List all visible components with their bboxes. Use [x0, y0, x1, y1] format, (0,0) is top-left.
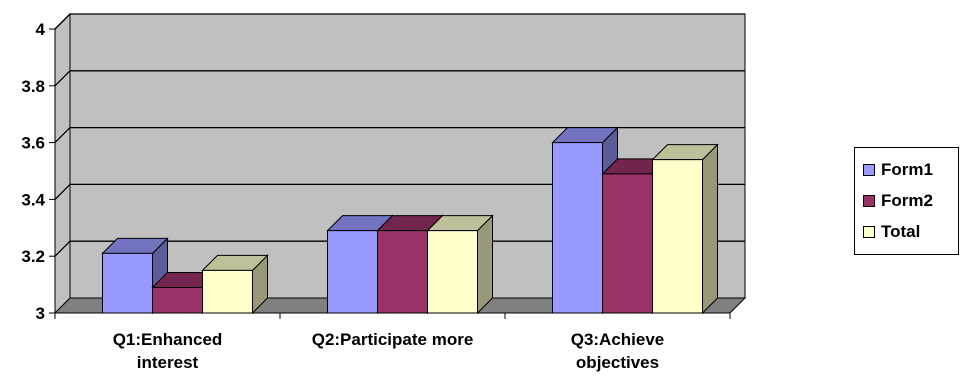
- y-tick-label: 3.6: [21, 134, 45, 153]
- x-tick-label: objectives: [576, 353, 659, 372]
- legend-label-form1: Form1: [881, 160, 933, 180]
- bar-front: [328, 231, 378, 313]
- bar-total-1: [203, 255, 268, 313]
- side-wall: [55, 14, 70, 313]
- legend-swatch-total: [863, 226, 875, 238]
- legend-item-form2: Form2: [863, 185, 958, 216]
- y-tick-label: 3.8: [21, 77, 45, 96]
- bar-side: [703, 145, 718, 313]
- bar-front: [553, 143, 603, 313]
- bar-front: [203, 270, 253, 313]
- y-tick-label: 3.2: [21, 247, 45, 266]
- bar-front: [428, 231, 478, 313]
- legend-swatch-form1: [863, 164, 875, 176]
- legend-label-total: Total: [881, 222, 920, 242]
- x-tick-label: interest: [137, 353, 199, 372]
- legend-swatch-form2: [863, 195, 875, 207]
- y-tick-label: 3.4: [21, 190, 45, 209]
- bar-front: [603, 174, 653, 313]
- legend-item-form1: Form1: [863, 154, 958, 185]
- y-tick-label: 3: [36, 304, 45, 323]
- bar-side: [478, 216, 493, 313]
- bar-total-2: [428, 216, 493, 313]
- bar-front: [103, 253, 153, 313]
- bar-total-3: [653, 145, 718, 313]
- chart-legend: Form1 Form2 Total: [854, 147, 959, 255]
- legend-item-total: Total: [863, 216, 958, 247]
- x-tick-label: Q3:Achieve: [571, 330, 665, 349]
- x-tick-label: Q2:Participate more: [312, 330, 474, 349]
- bar-front: [378, 231, 428, 313]
- x-tick-label: Q1:Enhanced: [113, 330, 223, 349]
- y-tick-label: 4: [36, 20, 46, 39]
- legend-label-form2: Form2: [881, 191, 933, 211]
- bar-front: [653, 160, 703, 313]
- bar-front: [153, 287, 203, 313]
